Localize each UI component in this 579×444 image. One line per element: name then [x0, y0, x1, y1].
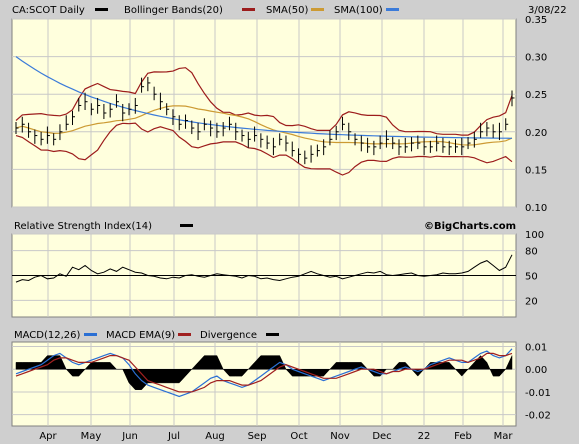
macd-ema-label: MACD EMA(9): [106, 330, 175, 341]
macd-tick-label: 0.01: [525, 343, 547, 354]
month-tick-label: 22: [418, 431, 431, 442]
month-tick-label: Mar: [494, 431, 514, 442]
sma100-legend-swatch: [386, 8, 399, 11]
macd-tick-label: -0.01: [525, 388, 551, 399]
month-tick-label: Jun: [121, 431, 138, 442]
price-tick-label: 0.25: [525, 90, 547, 101]
watermark: ©BigCharts.com: [424, 221, 516, 232]
month-tick-label: Oct: [290, 431, 307, 442]
month-axis: Apr May Jun Jul Aug Sep Oct Nov Dec 22 Feb Mar: [39, 431, 513, 442]
month-tick-label: Aug: [205, 431, 225, 442]
symbol-label: CA:SCOT Daily: [12, 5, 85, 16]
rsi-line: [12, 254, 516, 283]
macd-axis: 0.01 0.00 -0.01 -0.02: [525, 343, 551, 422]
rsi-label: Relative Strength Index(14): [14, 221, 152, 232]
month-tick-label: Apr: [39, 431, 57, 442]
price-tick-label: 0.10: [525, 203, 547, 214]
rsi-grid: [12, 233, 516, 317]
macd-lines: [15, 348, 513, 398]
macd-panel: [11, 341, 517, 427]
rsi-tick-label: 100: [525, 230, 544, 241]
month-tick-label: Feb: [454, 431, 472, 442]
month-tick-label: Dec: [372, 431, 391, 442]
month-tick-label: Sep: [248, 431, 267, 442]
rsi-tick-label: 80: [525, 247, 538, 258]
rsi-axis: 100 80 50 20: [525, 230, 544, 307]
price-panel: [11, 18, 517, 208]
divergence-histogram: [15, 355, 513, 390]
rsi-tick-label: 50: [525, 272, 538, 283]
macd-label: MACD(12,26): [14, 330, 81, 341]
sma50-label: SMA(50): [266, 5, 308, 16]
rsi-series-line: [15, 254, 513, 283]
price-tick-label: 0.15: [525, 165, 547, 176]
price-legend-swatch: [95, 8, 108, 11]
divergence-legend-swatch: [266, 333, 279, 336]
price-tick-label: 0.20: [525, 128, 547, 139]
month-tick-label: May: [81, 431, 102, 442]
sma50-line: [15, 105, 513, 146]
sma50-legend-swatch: [311, 8, 324, 11]
macd-tick-label: 0.00: [525, 365, 547, 376]
price-legend: CA:SCOT Daily Bollinger Bands(20) SMA(50…: [12, 5, 567, 16]
month-tick-label: Nov: [330, 431, 350, 442]
macd-legend-swatch: [84, 333, 97, 336]
price-tick-label: 0.35: [525, 15, 547, 26]
price-bars: [15, 56, 515, 176]
macd-legend: MACD(12,26) MACD EMA(9) Divergence: [14, 330, 279, 341]
macd-series-line: [15, 348, 513, 398]
sma100-line: [15, 56, 513, 139]
price-tick-label: 0.30: [525, 53, 547, 64]
bollinger-legend-swatch: [242, 8, 255, 11]
macd-ema-series-line: [15, 352, 513, 393]
divergence-label: Divergence: [200, 330, 257, 341]
date-label: 3/08/22: [528, 5, 567, 16]
bollinger-label: Bollinger Bands(20): [124, 5, 223, 16]
bollinger-upper-line: [15, 67, 513, 136]
month-tick-label: Jul: [167, 431, 180, 442]
rsi-legend: Relative Strength Index(14) ©BigCharts.c…: [14, 221, 516, 232]
rsi-tick-label: 20: [525, 296, 538, 307]
price-axis: 0.35 0.30 0.25 0.20 0.15 0.10: [525, 15, 547, 214]
rsi-legend-swatch: [180, 224, 193, 227]
ema-legend-swatch: [178, 333, 191, 336]
macd-tick-label: -0.02: [525, 411, 551, 422]
bollinger-lower-line: [15, 122, 513, 176]
sma100-label: SMA(100): [334, 5, 383, 16]
price-grid: [12, 18, 516, 208]
